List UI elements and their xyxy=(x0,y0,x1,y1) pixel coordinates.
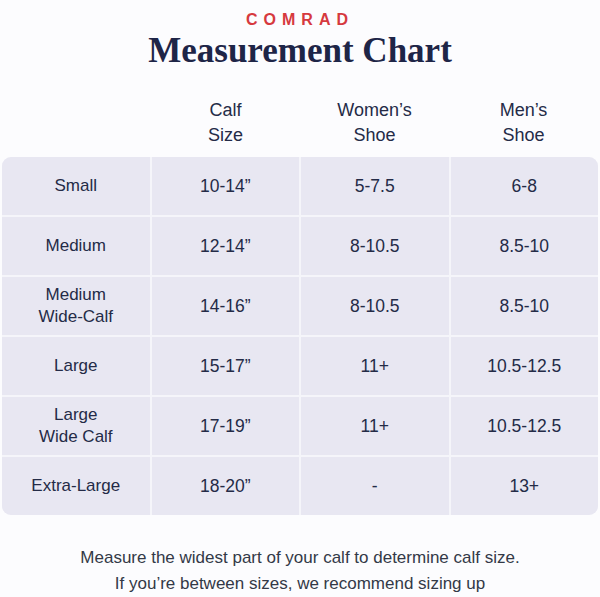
size-name-cell: Small xyxy=(2,157,150,215)
brand-logo: COMRAD xyxy=(0,0,600,29)
mens-shoe-cell: 13+ xyxy=(451,457,599,515)
size-name-cell: Medium Wide-Calf xyxy=(2,277,150,335)
column-header-womens-shoe: Women’s Shoe xyxy=(300,98,449,147)
calf-size-cell: 15-17” xyxy=(152,337,300,395)
sizing-note: Measure the widest part of your calf to … xyxy=(0,545,600,597)
womens-shoe-cell: 8-10.5 xyxy=(301,217,449,275)
womens-shoe-cell: 5-7.5 xyxy=(301,157,449,215)
column-header-spacer xyxy=(2,98,151,147)
table-row-medium: Medium 12-14” 8-10.5 8.5-10 xyxy=(2,217,598,275)
womens-shoe-cell: 8-10.5 xyxy=(301,277,449,335)
table-row-medium-wide-calf: Medium Wide-Calf 14-16” 8-10.5 8.5-10 xyxy=(2,277,598,335)
mens-shoe-cell: 8.5-10 xyxy=(451,277,599,335)
womens-shoe-cell: - xyxy=(301,457,449,515)
size-name-cell: Large Wide Calf xyxy=(2,397,150,455)
column-header-mens-shoe: Men’s Shoe xyxy=(449,98,598,147)
mens-shoe-cell: 10.5-12.5 xyxy=(451,397,599,455)
table-row-small: Small 10-14” 5-7.5 6-8 xyxy=(2,157,598,215)
womens-shoe-cell: 11+ xyxy=(301,337,449,395)
table-row-large-wide-calf: Large Wide Calf 17-19” 11+ 10.5-12.5 xyxy=(2,397,598,455)
calf-size-cell: 12-14” xyxy=(152,217,300,275)
page-title: Measurement Chart xyxy=(0,31,600,71)
mens-shoe-cell: 8.5-10 xyxy=(451,217,599,275)
size-name-cell: Large xyxy=(2,337,150,395)
mens-shoe-cell: 6-8 xyxy=(451,157,599,215)
table-row-extra-large: Extra-Large 18-20” - 13+ xyxy=(2,457,598,515)
calf-size-cell: 10-14” xyxy=(152,157,300,215)
calf-size-cell: 14-16” xyxy=(152,277,300,335)
measurement-table: Small 10-14” 5-7.5 6-8 Medium 12-14” 8-1… xyxy=(2,157,598,515)
table-row-large: Large 15-17” 11+ 10.5-12.5 xyxy=(2,337,598,395)
table-column-headers: Calf Size Women’s Shoe Men’s Shoe xyxy=(2,98,598,147)
column-header-calf-size: Calf Size xyxy=(151,98,300,147)
calf-size-cell: 18-20” xyxy=(152,457,300,515)
size-name-cell: Medium xyxy=(2,217,150,275)
mens-shoe-cell: 10.5-12.5 xyxy=(451,337,599,395)
size-name-cell: Extra-Large xyxy=(2,457,150,515)
womens-shoe-cell: 11+ xyxy=(301,397,449,455)
calf-size-cell: 17-19” xyxy=(152,397,300,455)
